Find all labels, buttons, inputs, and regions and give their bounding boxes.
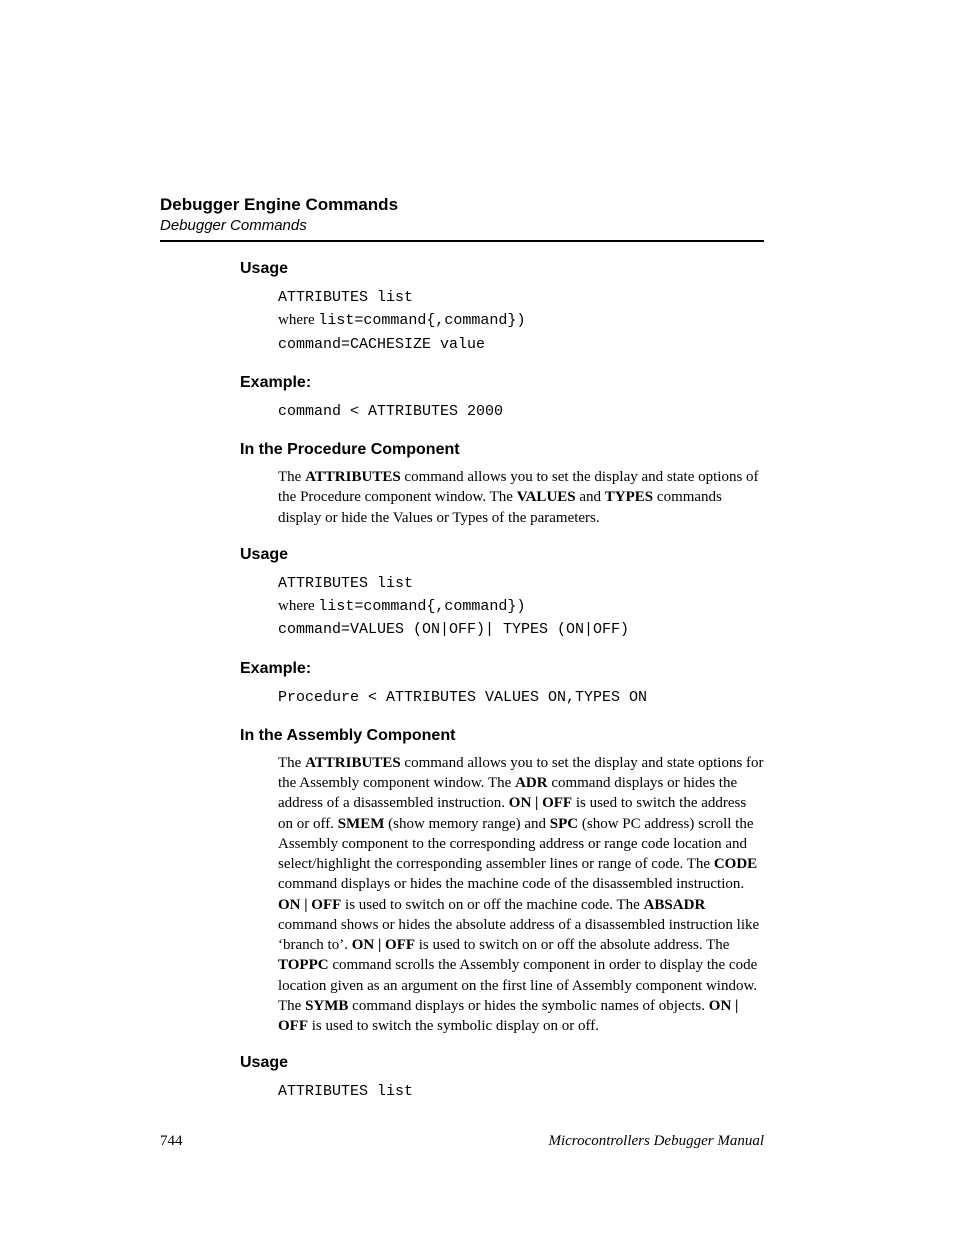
section-heading: Usage <box>240 546 764 564</box>
code-block: Procedure < ATTRIBUTES VALUES ON,TYPES O… <box>278 686 764 709</box>
code-line: where list=command{,command}) <box>278 309 764 332</box>
page: Debugger Engine Commands Debugger Comman… <box>0 0 954 1235</box>
paragraph: The ATTRIBUTES command allows you to set… <box>278 753 764 1037</box>
section-heading: In the Assembly Component <box>240 727 764 745</box>
manual-title: Microcontrollers Debugger Manual <box>548 1133 764 1150</box>
section-heading: Example: <box>240 374 764 392</box>
code-line: command=VALUES (ON|OFF)| TYPES (ON|OFF) <box>278 618 764 641</box>
code-line: Procedure < ATTRIBUTES VALUES ON,TYPES O… <box>278 686 764 709</box>
code-line: ATTRIBUTES list <box>278 286 764 309</box>
code-line: command=CACHESIZE value <box>278 333 764 356</box>
page-number: 744 <box>160 1133 183 1150</box>
page-content: UsageATTRIBUTES listwhere list=command{,… <box>240 260 764 1104</box>
section-heading: In the Procedure Component <box>240 441 764 459</box>
code-block: ATTRIBUTES listwhere list=command{,comma… <box>278 572 764 642</box>
chapter-subtitle: Debugger Commands <box>160 217 764 234</box>
section-heading: Usage <box>240 260 764 278</box>
chapter-title: Debugger Engine Commands <box>160 195 764 215</box>
paragraph: The ATTRIBUTES command allows you to set… <box>278 467 764 528</box>
section-heading: Example: <box>240 660 764 678</box>
header-rule <box>160 240 764 242</box>
code-block: command < ATTRIBUTES 2000 <box>278 400 764 423</box>
page-footer: 744 Microcontrollers Debugger Manual <box>160 1133 764 1150</box>
page-header: Debugger Engine Commands Debugger Comman… <box>160 195 764 242</box>
code-line: ATTRIBUTES list <box>278 572 764 595</box>
code-block: ATTRIBUTES listwhere list=command{,comma… <box>278 286 764 356</box>
code-block: ATTRIBUTES list <box>278 1080 764 1103</box>
code-line: ATTRIBUTES list <box>278 1080 764 1103</box>
code-line: where list=command{,command}) <box>278 595 764 618</box>
section-heading: Usage <box>240 1054 764 1072</box>
code-line: command < ATTRIBUTES 2000 <box>278 400 764 423</box>
